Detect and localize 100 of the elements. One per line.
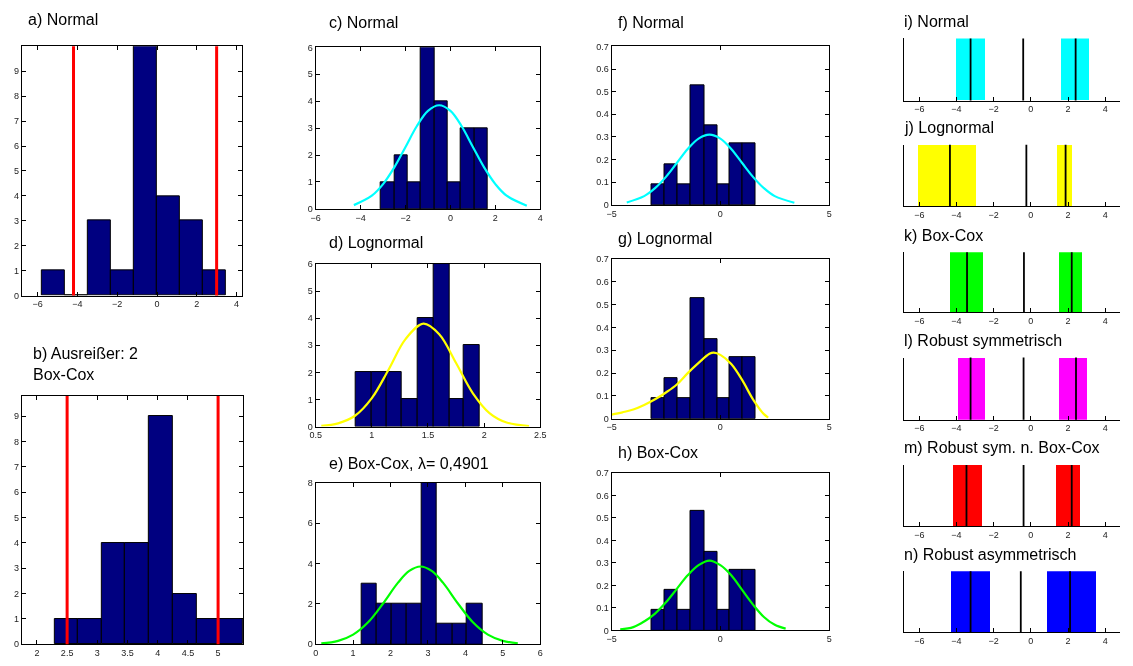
y-tick-label: 6 [14, 141, 20, 152]
y-tick-label: 1 [14, 614, 20, 625]
y-tick-label: 0.7 [596, 254, 609, 265]
x-tick-label: 4 [537, 212, 543, 223]
y-tick-label: 4 [14, 191, 20, 202]
y-tick-label: 0 [603, 413, 609, 424]
y-tick-label: 3 [307, 123, 313, 134]
x-tick-label: −4 [355, 212, 366, 223]
y-tick-label: 3 [14, 563, 20, 574]
y-tick-label: 0.7 [596, 41, 609, 52]
x-tick-label: 4 [155, 648, 161, 659]
y-tick-label: 0 [603, 625, 609, 636]
x-tick-label: 0 [1028, 316, 1034, 327]
x-tick-label: 5 [826, 634, 832, 645]
x-tick-label: 2 [1065, 423, 1071, 434]
x-tick-label: 2 [1065, 529, 1071, 540]
y-tick-label: 2 [14, 240, 20, 251]
x-tick-label: 5 [500, 648, 506, 659]
x-tick-label: 4 [1102, 529, 1108, 540]
x-tick-label: −6 [32, 299, 43, 310]
x-tick-label: 2 [481, 430, 487, 441]
y-tick-label: 6 [307, 42, 313, 53]
chart-title: n) Robust asymmetrisch [904, 546, 1077, 563]
text: j) Lognormal [904, 119, 994, 136]
y-tick-label: 7 [14, 462, 20, 473]
x-tick-label: 0 [1028, 636, 1034, 647]
x-tick-label: 0 [1028, 104, 1034, 115]
y-tick-label: 0.4 [596, 322, 609, 333]
y-tick-label: 5 [307, 286, 313, 297]
y-tick-label: 0 [14, 290, 20, 301]
y-tick-label: 9 [14, 66, 20, 77]
y-tick-label: 3 [307, 340, 313, 351]
x-tick-label: 4 [1102, 104, 1108, 115]
x-tick-label: 0 [717, 422, 723, 433]
x-tick-label: 0 [717, 634, 723, 645]
line-series [320, 565, 519, 645]
line-series [619, 559, 787, 631]
x-tick-label: −2 [988, 636, 999, 647]
y-tick-label: 0.6 [596, 277, 609, 288]
x-tick-label: −2 [400, 212, 411, 223]
x-tick-label: −2 [988, 529, 999, 540]
x-tick-label: −5 [606, 634, 617, 645]
x-tick-label: −5 [606, 422, 617, 433]
x-tick-label: 4 [233, 299, 240, 310]
x-tick-label: 1 [350, 648, 356, 659]
y-tick-label: 2 [307, 150, 313, 161]
x-tick-label: 5 [826, 208, 832, 219]
chart-title: c) Normal [329, 14, 399, 31]
y-tick-label: 2 [307, 367, 313, 378]
x-tick-label: 0 [1028, 209, 1034, 220]
x-tick-label: −2 [988, 316, 999, 327]
x-tick-label: 0 [154, 299, 160, 310]
x-tick-label: 2 [34, 648, 40, 659]
chart-title: a) Normal [28, 11, 99, 28]
chart-title: f) Normal [618, 14, 684, 31]
line-series [625, 133, 796, 204]
x-tick-label: 3 [94, 648, 100, 659]
y-tick-label: 1 [14, 265, 20, 276]
y-tick-label: 1 [307, 394, 313, 405]
x-tick-label: 4 [1102, 316, 1108, 327]
x-tick-label: 1.5 [421, 430, 435, 441]
x-tick-label: 6 [537, 648, 543, 659]
line-series [611, 351, 770, 419]
y-tick-label: 8 [14, 91, 20, 102]
x-tick-label: 2 [388, 648, 394, 659]
y-tick-label: 0.2 [596, 154, 609, 165]
y-tick-label: 8 [307, 477, 313, 488]
x-tick-label: 4 [1102, 636, 1108, 647]
x-tick-label: −4 [72, 299, 83, 310]
y-tick-label: 6 [307, 518, 313, 529]
chart-title: i) Normal [904, 13, 969, 30]
y-tick-label: 1 [307, 177, 313, 188]
x-tick-label: −5 [606, 208, 617, 219]
chart-title: b) Ausreißer: 2 Box-Cox [33, 345, 139, 383]
y-tick-label: 5 [307, 69, 313, 80]
x-tick-label: −6 [914, 636, 925, 647]
line-series [320, 322, 531, 427]
x-tick-label: 4 [1102, 209, 1108, 220]
x-tick-label: 2 [1065, 209, 1071, 220]
x-tick-label: 3.5 [121, 648, 134, 659]
x-tick-label: 5 [215, 648, 221, 659]
y-tick-label: 0.7 [596, 468, 609, 479]
x-tick-label: −6 [914, 423, 925, 434]
y-tick-label: 9 [14, 411, 20, 422]
x-tick-label: 1 [369, 430, 375, 441]
x-tick-label: 5 [826, 422, 832, 433]
x-tick-label: −4 [951, 209, 962, 220]
x-tick-label: −2 [988, 209, 999, 220]
y-tick-label: 0.6 [596, 64, 609, 75]
x-tick-label: −6 [914, 104, 925, 115]
x-tick-label: −6 [310, 212, 321, 223]
x-tick-label: 0 [1028, 529, 1034, 540]
chart-title: e) Box-Cox, λ= 0,4901 [329, 455, 489, 472]
y-tick-label: 0.4 [596, 535, 609, 546]
y-tick-label: 5 [14, 166, 20, 177]
x-tick-label: −4 [951, 423, 962, 434]
chart-title: k) Box-Cox [904, 227, 984, 244]
x-tick-label: 2 [1065, 316, 1071, 327]
line-series [352, 104, 528, 207]
x-tick-label: −4 [951, 529, 962, 540]
